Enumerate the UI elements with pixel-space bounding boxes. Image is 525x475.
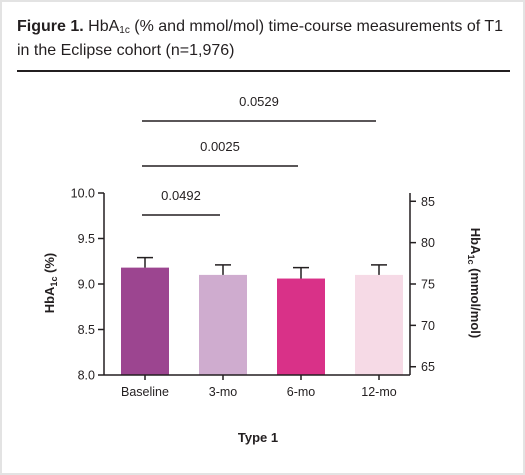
significance-label: 0.0529 bbox=[239, 94, 279, 109]
figure-title: HbA1c (% and mmol/mol) time-course measu… bbox=[17, 18, 503, 59]
title-hba: HbA bbox=[88, 18, 120, 35]
y-tick-label-left: 9.0 bbox=[78, 278, 95, 292]
y-tick-label-right: 80 bbox=[421, 236, 435, 250]
significance-label: 0.0025 bbox=[200, 139, 240, 154]
y-tick-label-left: 9.5 bbox=[78, 232, 95, 246]
bar-baseline bbox=[121, 267, 169, 375]
bar-3-mo bbox=[199, 274, 247, 375]
y-tick-label-left: 10.0 bbox=[71, 187, 95, 201]
y-tick-label-left: 8.5 bbox=[78, 323, 95, 337]
x-tick-label: Baseline bbox=[121, 385, 169, 399]
x-tick-label: 6-mo bbox=[287, 385, 316, 399]
figure-label: Figure 1. bbox=[17, 18, 84, 35]
title-sub: 1c bbox=[119, 25, 130, 36]
y-tick-label-right: 85 bbox=[421, 195, 435, 209]
y-tick-label-right: 65 bbox=[421, 360, 435, 374]
x-tick-label: 3-mo bbox=[209, 385, 238, 399]
caption-rule bbox=[17, 70, 510, 72]
x-tick-label: 12-mo bbox=[361, 385, 396, 399]
bar-6-mo bbox=[277, 278, 325, 375]
significance-label: 0.0492 bbox=[161, 188, 201, 203]
title-rest: (% and mmol/mol) time-course measurement… bbox=[17, 18, 503, 59]
y-tick-label-right: 75 bbox=[421, 278, 435, 292]
bar-12-mo bbox=[355, 274, 403, 375]
y-tick-label-right: 70 bbox=[421, 319, 435, 333]
y-axis-right-label: HbA1c (mmol/mol) bbox=[466, 228, 483, 338]
y-axis-left-label: HbA1c (%) bbox=[42, 253, 59, 314]
x-axis-label: Type 1 bbox=[238, 430, 278, 445]
figure-caption: Figure 1. HbA1c (% and mmol/mol) time-co… bbox=[17, 17, 507, 61]
y-tick-label-left: 8.0 bbox=[78, 369, 95, 383]
